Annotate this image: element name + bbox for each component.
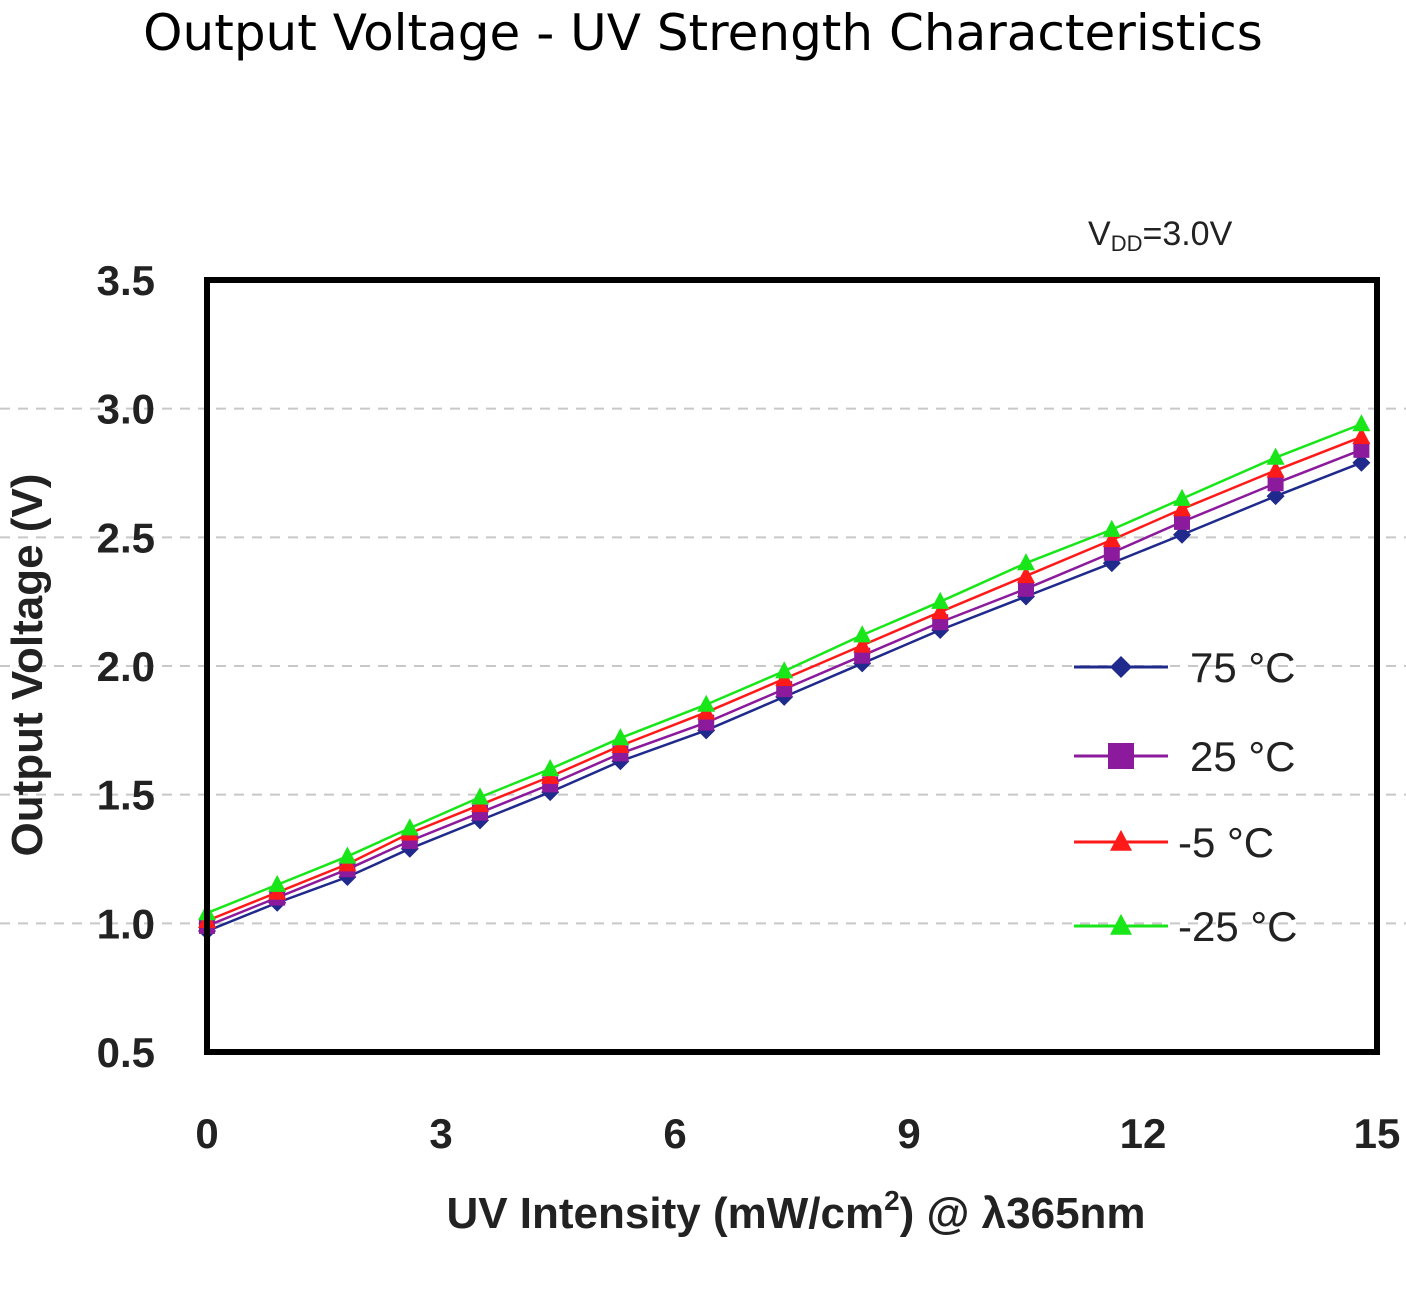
legend: 75 °C 25 °C -5 °C -25 °C bbox=[1074, 644, 1298, 950]
series-25-c bbox=[198, 414, 1371, 921]
x-axis-label-pre: UV Intensity (mW/cm bbox=[446, 1189, 884, 1238]
grid-lines bbox=[0, 407, 1406, 925]
x-tick-label: 12 bbox=[1120, 1110, 1167, 1157]
y-tick-labels: 0.5 1.0 1.5 2.0 2.5 3.0 3.5 bbox=[97, 257, 155, 1076]
data-point bbox=[931, 591, 950, 609]
series-line bbox=[206, 422, 1362, 915]
data-point bbox=[931, 602, 950, 620]
data-point bbox=[1266, 460, 1285, 478]
legend-marker bbox=[1110, 656, 1132, 678]
y-tick-label: 1.5 bbox=[97, 772, 155, 819]
legend-item: 75 °C bbox=[1074, 644, 1296, 691]
data-point bbox=[400, 818, 419, 836]
x-axis-label: UV Intensity (mW/cm2) @ λ365nm bbox=[446, 1185, 1145, 1238]
legend-item: -25 °C bbox=[1074, 903, 1298, 950]
data-point bbox=[1173, 499, 1191, 517]
data-point bbox=[1173, 488, 1191, 506]
data-point bbox=[1352, 427, 1371, 445]
x-tick-label: 3 bbox=[429, 1110, 452, 1157]
legend-label: 25 °C bbox=[1190, 733, 1296, 780]
legend-marker bbox=[1108, 743, 1134, 769]
series-layer bbox=[198, 414, 1371, 941]
y-tick-label: 0.5 bbox=[97, 1029, 155, 1076]
data-point bbox=[697, 694, 716, 712]
x-tick-label: 0 bbox=[195, 1110, 218, 1157]
legend-label: -5 °C bbox=[1178, 819, 1274, 866]
x-axis-label-post: ) @ λ365nm bbox=[900, 1189, 1146, 1238]
data-point bbox=[611, 728, 630, 746]
y-tick-label: 3.5 bbox=[97, 257, 155, 304]
data-point bbox=[1102, 530, 1121, 548]
condition-label: VDD=3.0V bbox=[1088, 215, 1233, 256]
legend-marker bbox=[1110, 913, 1132, 935]
data-point bbox=[853, 635, 872, 653]
data-point bbox=[775, 661, 794, 679]
data-point bbox=[1266, 447, 1285, 465]
x-axis-label-sup: 2 bbox=[884, 1185, 900, 1216]
data-point bbox=[541, 759, 560, 777]
data-point bbox=[338, 846, 357, 864]
data-point bbox=[1352, 453, 1371, 472]
data-point bbox=[1018, 580, 1034, 597]
data-point bbox=[1017, 566, 1035, 584]
x-tick-label: 9 bbox=[897, 1110, 920, 1157]
x-tick-labels: 0 3 6 9 12 15 bbox=[195, 1110, 1400, 1157]
x-tick-label: 15 bbox=[1354, 1110, 1401, 1157]
data-point bbox=[1266, 487, 1285, 506]
data-point bbox=[1353, 441, 1370, 458]
data-point bbox=[1352, 414, 1371, 432]
condition-label-main: V bbox=[1088, 215, 1111, 253]
y-axis-label: Output Voltage (V) bbox=[3, 474, 52, 857]
legend-item: 25 °C bbox=[1074, 733, 1296, 780]
legend-label: 75 °C bbox=[1190, 644, 1296, 691]
y-tick-label: 2.0 bbox=[97, 643, 155, 690]
data-point bbox=[1017, 553, 1035, 571]
plot-frame bbox=[204, 277, 1380, 1055]
x-tick-label: 6 bbox=[663, 1110, 686, 1157]
data-point bbox=[1174, 513, 1190, 530]
condition-label-rest: =3.0V bbox=[1142, 215, 1232, 253]
y-tick-label: 1.0 bbox=[97, 900, 155, 947]
data-point bbox=[1103, 544, 1120, 561]
data-point bbox=[853, 625, 872, 643]
series-line bbox=[206, 435, 1362, 922]
data-point bbox=[1102, 519, 1121, 537]
page-title: Output Voltage - UV Strength Characteris… bbox=[143, 4, 1263, 62]
y-tick-label: 2.5 bbox=[97, 514, 155, 561]
y-tick-label: 3.0 bbox=[97, 386, 155, 433]
data-point bbox=[268, 874, 287, 892]
condition-label-sub: DD bbox=[1111, 231, 1143, 256]
data-point bbox=[1267, 475, 1284, 492]
legend-marker bbox=[1110, 829, 1132, 851]
data-point bbox=[1173, 525, 1191, 544]
series-line bbox=[206, 461, 1362, 933]
data-point bbox=[471, 787, 489, 805]
series-line bbox=[206, 448, 1362, 928]
legend-item: -5 °C bbox=[1074, 819, 1274, 866]
legend-label: -25 °C bbox=[1178, 903, 1298, 950]
